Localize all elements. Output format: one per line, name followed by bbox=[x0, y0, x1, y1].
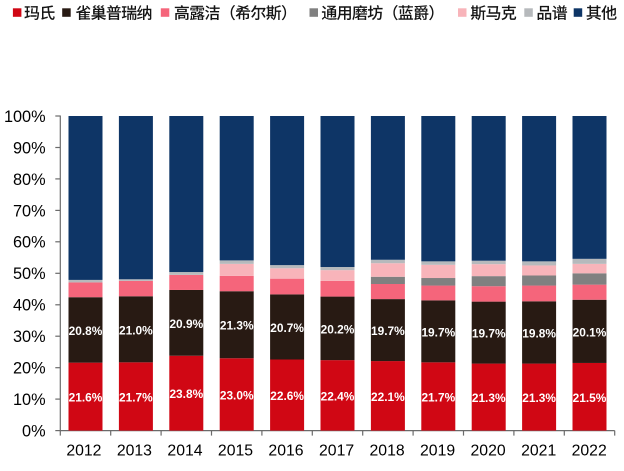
svg-text:21.7%: 21.7% bbox=[119, 391, 153, 405]
svg-text:2016: 2016 bbox=[268, 442, 303, 459]
svg-text:23.8%: 23.8% bbox=[169, 387, 203, 401]
svg-text:2019: 2019 bbox=[420, 442, 455, 459]
svg-text:22.1%: 22.1% bbox=[371, 390, 405, 404]
svg-text:70%: 70% bbox=[13, 202, 46, 220]
svg-text:2013: 2013 bbox=[117, 442, 152, 459]
svg-text:21.3%: 21.3% bbox=[522, 391, 556, 405]
svg-text:20%: 20% bbox=[13, 360, 46, 378]
svg-text:21.3%: 21.3% bbox=[220, 319, 254, 333]
svg-text:21.5%: 21.5% bbox=[573, 391, 607, 405]
svg-text:80%: 80% bbox=[13, 171, 46, 189]
svg-text:21.6%: 21.6% bbox=[69, 391, 103, 405]
svg-text:30%: 30% bbox=[13, 328, 46, 346]
svg-text:20.7%: 20.7% bbox=[270, 321, 304, 335]
svg-text:100%: 100% bbox=[4, 108, 46, 126]
svg-text:22.4%: 22.4% bbox=[321, 389, 355, 403]
svg-text:2022: 2022 bbox=[572, 442, 607, 459]
svg-text:2012: 2012 bbox=[66, 442, 101, 459]
svg-text:2020: 2020 bbox=[471, 442, 506, 459]
svg-text:50%: 50% bbox=[13, 265, 46, 283]
svg-text:10%: 10% bbox=[13, 391, 46, 409]
svg-text:19.7%: 19.7% bbox=[371, 324, 405, 338]
svg-text:60%: 60% bbox=[13, 234, 46, 252]
svg-text:20.8%: 20.8% bbox=[69, 324, 103, 338]
svg-text:21.3%: 21.3% bbox=[472, 391, 506, 405]
svg-text:20.2%: 20.2% bbox=[321, 322, 355, 336]
svg-text:19.7%: 19.7% bbox=[421, 325, 455, 339]
svg-text:2021: 2021 bbox=[521, 442, 556, 459]
svg-text:21.0%: 21.0% bbox=[119, 323, 153, 337]
svg-text:19.8%: 19.8% bbox=[522, 326, 556, 340]
svg-text:40%: 40% bbox=[13, 297, 46, 315]
svg-text:23.0%: 23.0% bbox=[220, 388, 254, 402]
svg-text:2014: 2014 bbox=[167, 442, 202, 459]
svg-text:20.9%: 20.9% bbox=[169, 317, 203, 331]
svg-text:0%: 0% bbox=[22, 423, 46, 441]
svg-text:2017: 2017 bbox=[319, 442, 354, 459]
svg-text:90%: 90% bbox=[13, 139, 46, 157]
svg-text:22.6%: 22.6% bbox=[270, 389, 304, 403]
svg-text:20.1%: 20.1% bbox=[573, 325, 607, 339]
svg-text:21.7%: 21.7% bbox=[421, 391, 455, 405]
svg-text:19.7%: 19.7% bbox=[472, 327, 506, 341]
svg-text:2015: 2015 bbox=[218, 442, 253, 459]
svg-text:2018: 2018 bbox=[370, 442, 405, 459]
